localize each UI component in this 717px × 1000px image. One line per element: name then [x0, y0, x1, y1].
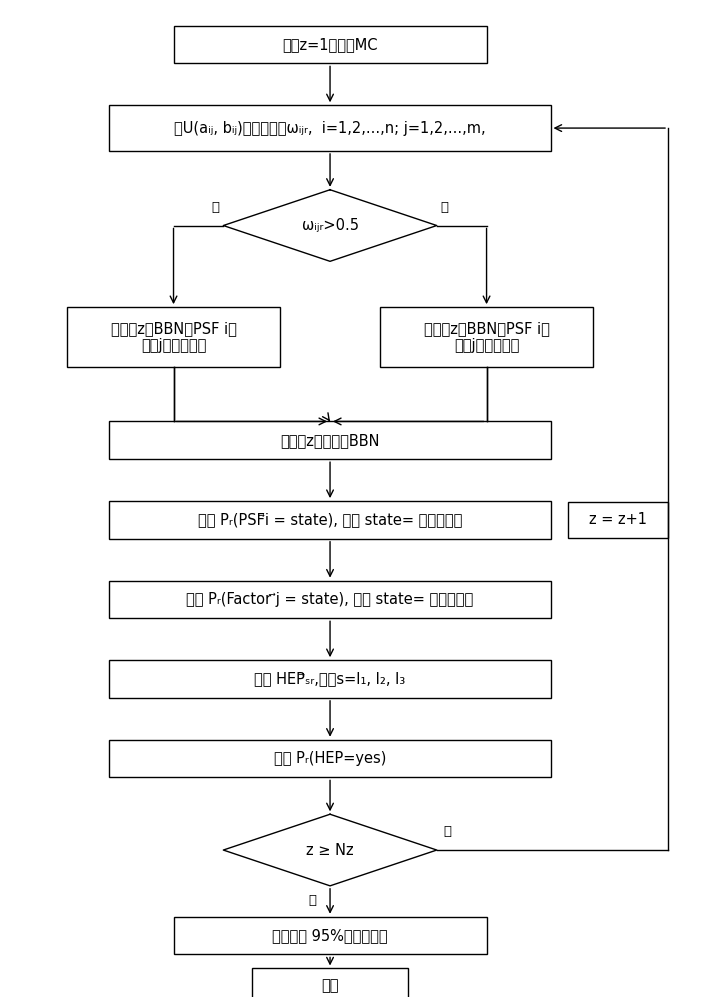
- Bar: [110, 660, 551, 698]
- Text: 从U(aᵢⱼ, bᵢⱼ)中随机取样ωᵢⱼᵣ,  i=1,2,...,n; j=1,2,...,m,: 从U(aᵢⱼ, bᵢⱼ)中随机取样ωᵢⱼᵣ, i=1,2,...,n; j=1,…: [174, 121, 486, 136]
- Text: 删除第z丫BBN中PSF i和
因子j之间的关系: 删除第z丫BBN中PSF i和 因子j之间的关系: [424, 321, 549, 353]
- Bar: [174, 26, 487, 63]
- Bar: [380, 307, 593, 367]
- Text: 否: 否: [444, 825, 452, 838]
- Bar: [110, 421, 551, 459]
- Bar: [110, 501, 551, 539]
- Text: ωᵢⱼᵣ>0.5: ωᵢⱼᵣ>0.5: [302, 218, 358, 233]
- Bar: [110, 740, 551, 777]
- Bar: [67, 307, 280, 367]
- Bar: [252, 968, 408, 1000]
- Text: 生成第z个特定的BBN: 生成第z个特定的BBN: [280, 433, 380, 448]
- Text: 保留第z丫BBN中PSF i和
因子j之间的关系: 保留第z丫BBN中PSF i和 因子j之间的关系: [110, 321, 237, 353]
- Bar: [110, 581, 551, 618]
- Text: 是: 是: [212, 201, 220, 214]
- Text: 是: 是: [308, 894, 316, 907]
- Text: 计算 HEP⃗ₛᵣ,其中s=I₁, I₂, I₃: 计算 HEP⃗ₛᵣ,其中s=I₁, I₂, I₃: [255, 672, 406, 686]
- Text: 否: 否: [440, 201, 448, 214]
- Text: 获得双侧 95%的置信区间: 获得双侧 95%的置信区间: [272, 928, 388, 943]
- Text: 设定z=1，开始MC: 设定z=1，开始MC: [282, 37, 378, 52]
- Text: z ≥ Nz: z ≥ Nz: [306, 843, 354, 858]
- Bar: [569, 502, 668, 538]
- Text: 获得 Pᵣ(Factor ⃗j = state), 其中 state= 高，中、低: 获得 Pᵣ(Factor ⃗j = state), 其中 state= 高，中、…: [186, 592, 474, 607]
- Text: z = z+1: z = z+1: [589, 512, 647, 527]
- Bar: [174, 917, 487, 954]
- Text: 结束: 结束: [321, 978, 339, 993]
- Text: 计算 Pᵣ(HEP=yes): 计算 Pᵣ(HEP=yes): [274, 751, 386, 766]
- Text: 取样 Pᵣ(PSF⃗i = state), 其中 state= 高，中、低: 取样 Pᵣ(PSF⃗i = state), 其中 state= 高，中、低: [198, 512, 462, 527]
- Bar: [110, 105, 551, 151]
